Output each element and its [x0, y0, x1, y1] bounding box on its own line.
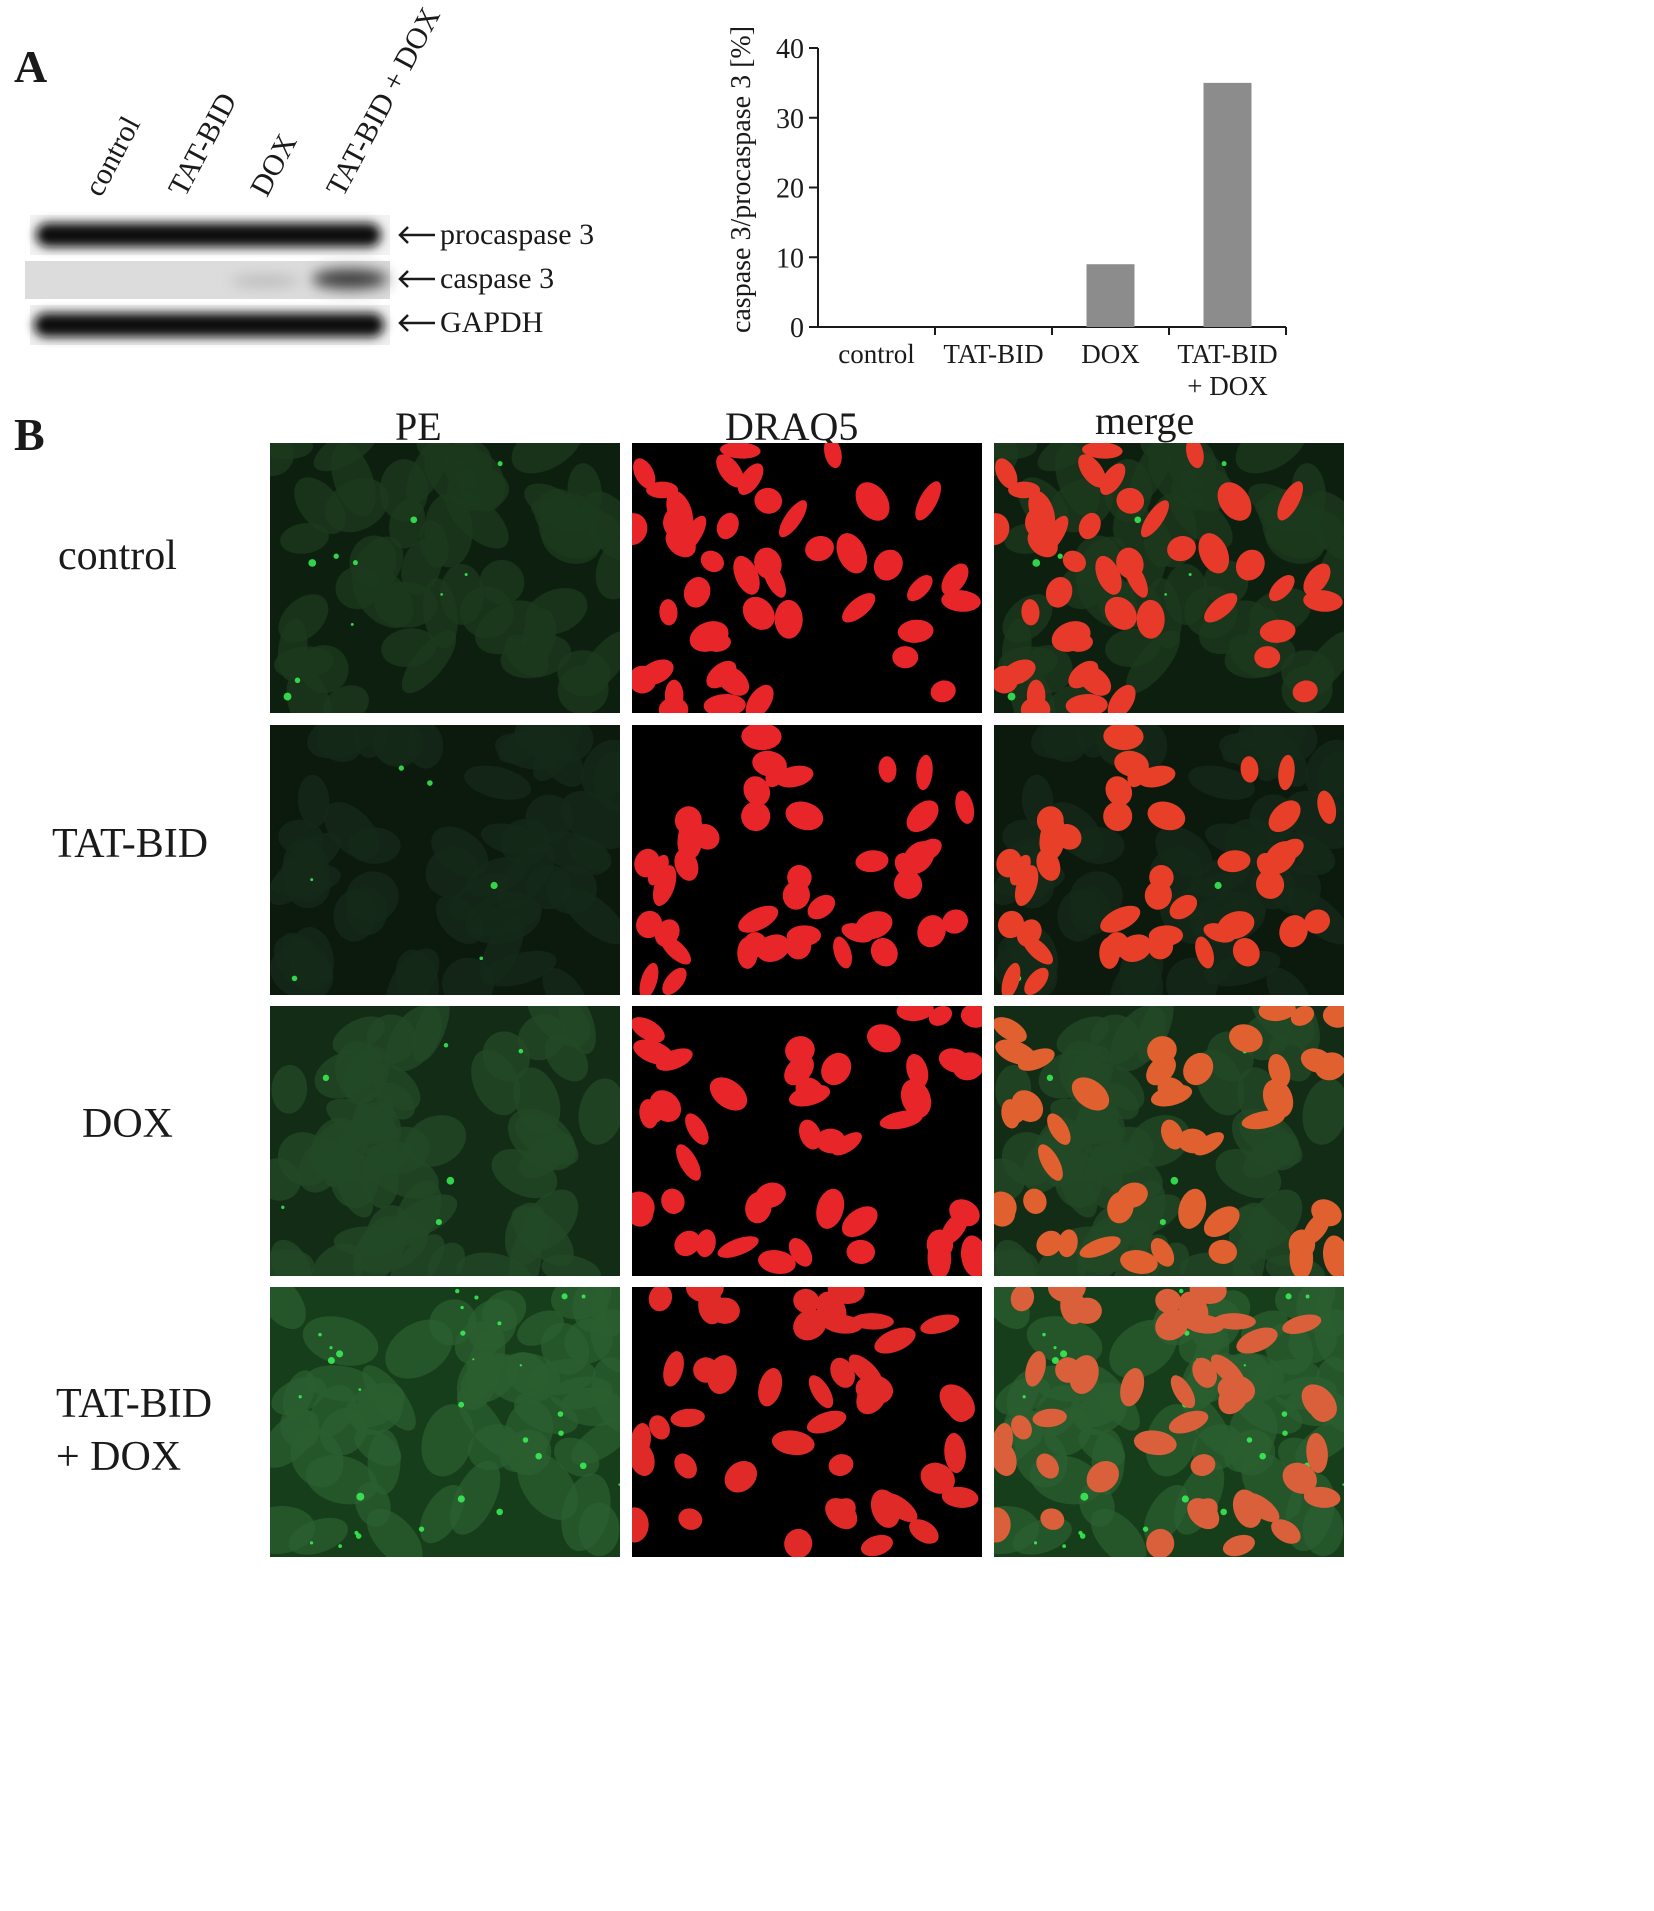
y-axis-label: caspase 3/procaspase 3 [%]	[726, 26, 757, 333]
band-label-procaspase: procaspase 3	[440, 218, 595, 251]
row-header-tat-bid: TAT-BID	[52, 818, 208, 871]
x-tick-label: TAT-BID	[943, 339, 1043, 369]
micrograph-merge-tat-bid-dox	[994, 1287, 1344, 1557]
micrograph-pe-tat-bid	[270, 725, 620, 995]
row-header-dox-line: DOX	[82, 1101, 173, 1147]
column-header-pe: PE	[395, 404, 442, 449]
x-tick-label: DOX	[1081, 339, 1140, 369]
micrograph-pe-dox	[270, 1006, 620, 1276]
bar-chart: 0 10 20 30 40 caspase 3/procaspase 3 [%] contr…	[726, 26, 1287, 401]
row-header-dox: DOX	[82, 1098, 173, 1151]
micrograph-merge-control	[994, 443, 1344, 713]
panel-letter-a: A	[14, 41, 48, 92]
column-header-merge: merge	[1095, 398, 1195, 443]
lane-label-control: control	[77, 111, 148, 202]
micrograph-pe-control	[270, 443, 620, 713]
micrograph-merge-tat-bid	[994, 725, 1344, 995]
micrograph-draq5-dox	[632, 1006, 982, 1276]
row-header-control-line: control	[58, 533, 177, 579]
micrograph-draq5-tat-bid-dox	[632, 1287, 982, 1557]
x-tick-label: + DOX	[1187, 371, 1268, 401]
x-tick-label: control	[838, 339, 914, 369]
y-tick-label: 40	[776, 34, 804, 65]
lane-label-dox: DOX	[243, 128, 304, 202]
x-tick-label: TAT-BID	[1177, 339, 1277, 369]
micrograph-draq5-tat-bid	[632, 725, 982, 995]
row-header-tat-bid-dox-line-1: TAT-BID	[56, 1381, 213, 1427]
micrograph-pe-tat-bid-dox	[270, 1287, 620, 1557]
western-blot	[25, 215, 435, 345]
micrograph-merge-dox	[994, 1006, 1344, 1276]
column-header-draq5: DRAQ5	[725, 404, 859, 449]
row-header-tat-bid-line: TAT-BID	[52, 821, 209, 867]
band-label-gapdh: GAPDH	[440, 306, 544, 339]
row-header-tat-bid-dox-line-2: + DOX	[56, 1433, 182, 1480]
lane-label-tat-bid-dox: TAT-BID + DOX	[319, 2, 447, 202]
row-header-tat-bid-dox: TAT-BID + DOX	[56, 1378, 212, 1483]
y-tick-label: 30	[776, 104, 804, 135]
y-tick-label: 0	[790, 313, 804, 344]
band-label-caspase: caspase 3	[440, 262, 555, 295]
row-header-control: control	[58, 530, 177, 583]
panel-letter-b: B	[14, 409, 45, 460]
y-tick-label: 10	[776, 243, 804, 274]
lane-label-tat-bid: TAT-BID	[161, 87, 244, 202]
micrograph-draq5-control	[632, 443, 982, 713]
y-tick-label: 20	[776, 174, 804, 205]
bar-dox	[1086, 264, 1135, 327]
bar-tat-bid-dox	[1203, 82, 1252, 327]
